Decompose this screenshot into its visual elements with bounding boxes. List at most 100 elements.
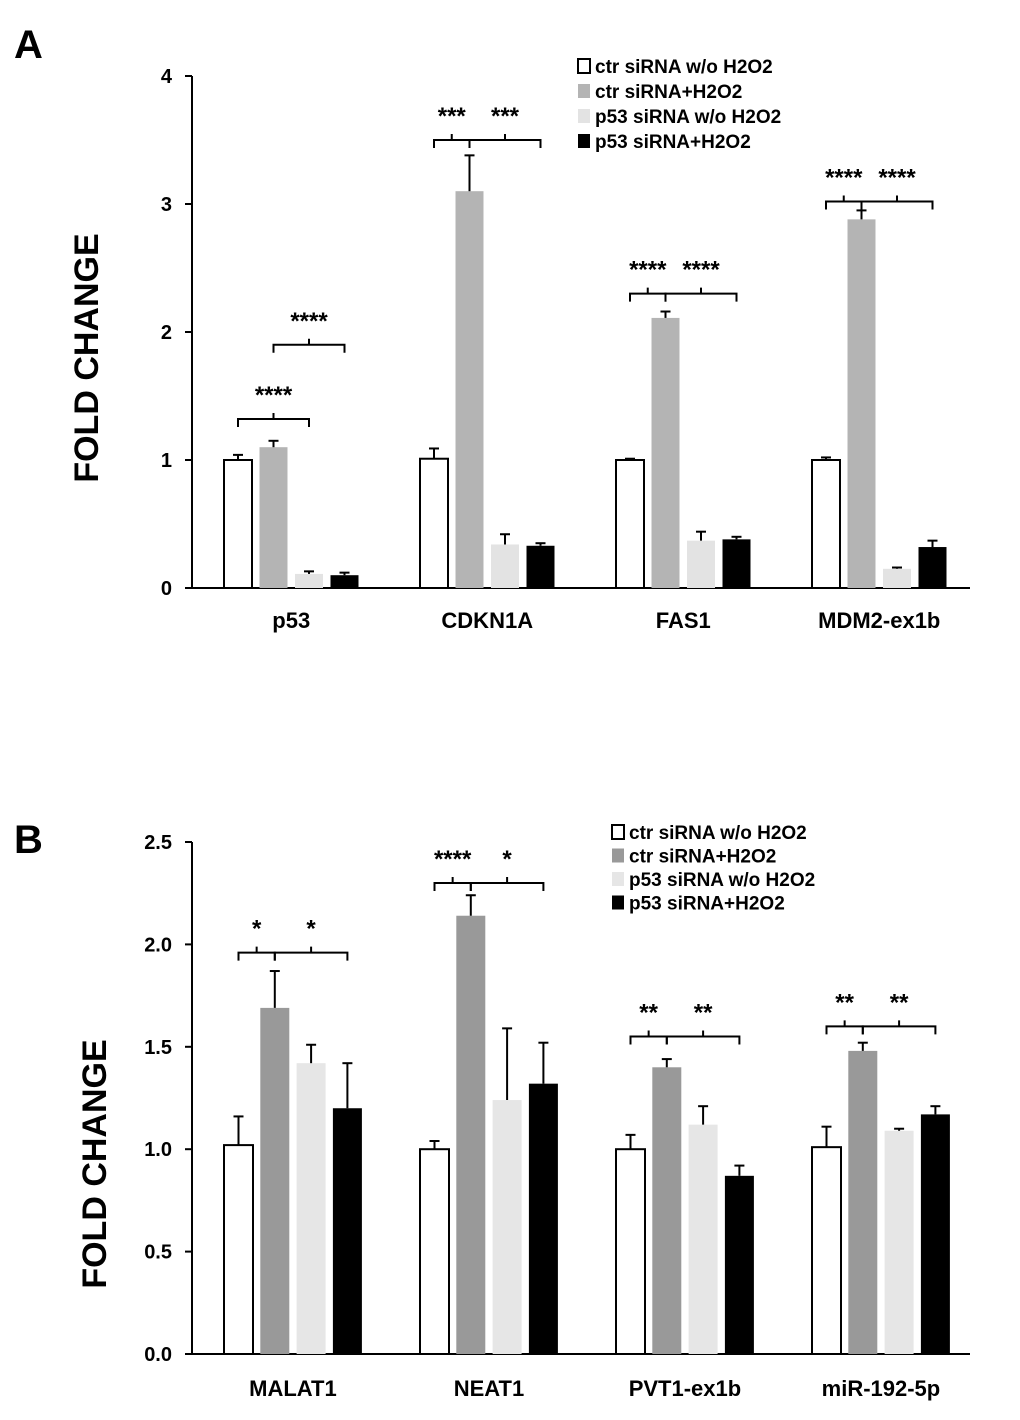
panel-b-significance-stars: ** (639, 1000, 658, 1027)
panel-a-bar (295, 573, 323, 588)
panel-a-significance-bracket (433, 134, 471, 148)
panel-a-bar (651, 317, 680, 588)
panel-b-significance-bracket (433, 876, 472, 891)
panel-a-significance-stars: *** (491, 103, 520, 130)
panel-b-significance-stars: * (502, 846, 512, 873)
panel-a-significance-bracket (468, 134, 542, 148)
panel-b-legend-label: p53 siRNA+H2O2 (629, 894, 785, 915)
panel-a-legend-swatch (578, 109, 590, 123)
panel-b-legend-label: ctr siRNA+H2O2 (629, 847, 776, 868)
panel-a-bar (687, 540, 715, 588)
panel-b-significance-bracket (825, 1020, 864, 1035)
panel-a-significance-stars: **** (825, 164, 863, 191)
panel-b-significance-bracket (273, 946, 349, 961)
panel-b-significance-stars: ** (890, 989, 909, 1016)
panel-a-category-label: FAS1 (656, 608, 711, 633)
panel-a-significance-stars: **** (629, 257, 667, 284)
panel-a-legend-swatch (578, 134, 590, 148)
panel-a-significance-stars: **** (682, 257, 720, 284)
panel-b-bar (724, 1175, 754, 1354)
panel-b-bar (223, 1144, 254, 1355)
panel-a-significance-bracket (664, 287, 738, 302)
panel-a-y-tick-label: 4 (161, 66, 173, 88)
panel-a-legend-label: p53 siRNA+H2O2 (595, 132, 751, 153)
panel-b-bar (615, 1148, 646, 1355)
panel-a-legend-label: ctr siRNA w/o H2O2 (595, 57, 773, 78)
panel-b-significance-bracket (237, 946, 276, 961)
panel-a-bar (883, 568, 911, 588)
panel-a-y-tick-label: 0 (161, 578, 172, 600)
panel-b: B FOLD CHANGE 0.0 0.5 1.0 1.5 2.0 2.5 MALAT1 NE… (14, 818, 970, 1401)
panel-b-bar (456, 915, 486, 1354)
panel-b-plot: 0.0 0.5 1.0 1.5 2.0 2.5 MALAT1 NEAT1 PVT1-ex1b mi… (144, 823, 970, 1401)
panel-a-bar (419, 457, 449, 589)
panel-b-significance-bracket (665, 1030, 741, 1045)
panel-a-bar (330, 575, 359, 588)
panel-a-category-label: p53 (272, 608, 310, 633)
panel-a-legend-label: ctr siRNA+H2O2 (595, 82, 742, 103)
panel-b-y-tick-label: 1.0 (144, 1139, 172, 1161)
panel-b-legend-swatch (612, 848, 624, 863)
panel-a-significance-stars: *** (438, 103, 467, 130)
panel-b-y-tick-label: 2.5 (144, 832, 172, 854)
panel-b-legend-label: ctr siRNA w/o H2O2 (629, 823, 807, 844)
panel-a-significance-stars: **** (255, 382, 293, 409)
panel-b-bar (260, 1007, 290, 1354)
panel-a-bar (811, 459, 841, 589)
panel-a-bar (259, 447, 288, 588)
panel-b-legend-swatch (612, 872, 624, 886)
panel-a-category-label: MDM2-ex1b (818, 608, 940, 633)
panel-b-significance-bracket (629, 1030, 668, 1045)
panel-b-bar (652, 1067, 682, 1354)
panel-b-bar (884, 1130, 914, 1354)
panel-b-significance-stars: **** (434, 846, 472, 873)
panel-b-bar (419, 1148, 450, 1355)
panel-a-y-axis-label: FOLD CHANGE (68, 233, 106, 482)
panel-b-bar (811, 1146, 842, 1355)
panel-b-y-tick-label: 0.0 (144, 1344, 172, 1366)
panel-b-significance-stars: ** (694, 1000, 713, 1027)
panel-b-legend-swatch (611, 824, 625, 840)
panel-b-significance-stars: * (306, 916, 316, 943)
panel-a-bar (526, 545, 555, 588)
panel-b-bar (920, 1114, 950, 1354)
panel-b-legend-swatch (612, 895, 624, 910)
panel-a-bar (918, 547, 947, 588)
panel-b-significance-bracket (469, 876, 545, 891)
panel-a-bar (491, 544, 519, 588)
panel-letter-b: B (14, 818, 43, 862)
panel-a-significance-stars: **** (290, 308, 328, 335)
panel-a: A FOLD CHANGE 0 1 2 3 4 p53 CDKN1A FAS1 MDM2-ex1… (14, 23, 970, 633)
panel-a-y-tick-label: 3 (161, 194, 172, 216)
panel-b-category-label: NEAT1 (454, 1376, 525, 1401)
panel-b-bar (296, 1063, 326, 1354)
panel-b-category-label: PVT1-ex1b (629, 1376, 742, 1401)
panel-a-significance-bracket (237, 413, 310, 428)
panel-a-significance-bracket (825, 195, 863, 210)
panel-letter-a: A (14, 23, 43, 67)
panel-a-bar (615, 459, 645, 589)
panel-b-y-axis-label: FOLD CHANGE (76, 1039, 114, 1288)
panel-b-y-tick-label: 1.5 (144, 1037, 172, 1059)
panel-b-legend-label: p53 siRNA w/o H2O2 (629, 870, 815, 891)
panel-b-significance-stars: * (252, 916, 262, 943)
panel-a-y-tick-label: 1 (161, 450, 172, 472)
panel-a-legend-swatch (578, 84, 590, 98)
panel-a-legend-swatch (577, 58, 591, 74)
panel-a-category-label: CDKN1A (441, 608, 533, 633)
panel-b-category-label: miR-192-5p (822, 1376, 941, 1401)
panel-b-bar (848, 1050, 878, 1354)
panel-a-bar (455, 191, 484, 588)
panel-a-bar (722, 539, 751, 588)
panel-a-significance-stars: **** (878, 164, 916, 191)
panel-b-category-label: MALAT1 (249, 1376, 337, 1401)
panel-b-significance-bracket (861, 1020, 937, 1035)
panel-b-bar (332, 1108, 362, 1354)
panel-b-significance-stars: ** (835, 989, 854, 1016)
panel-a-significance-bracket (272, 338, 346, 353)
panel-b-y-tick-label: 0.5 (144, 1242, 172, 1264)
panel-a-y-tick-label: 2 (161, 322, 172, 344)
panel-a-significance-bracket (629, 287, 667, 302)
